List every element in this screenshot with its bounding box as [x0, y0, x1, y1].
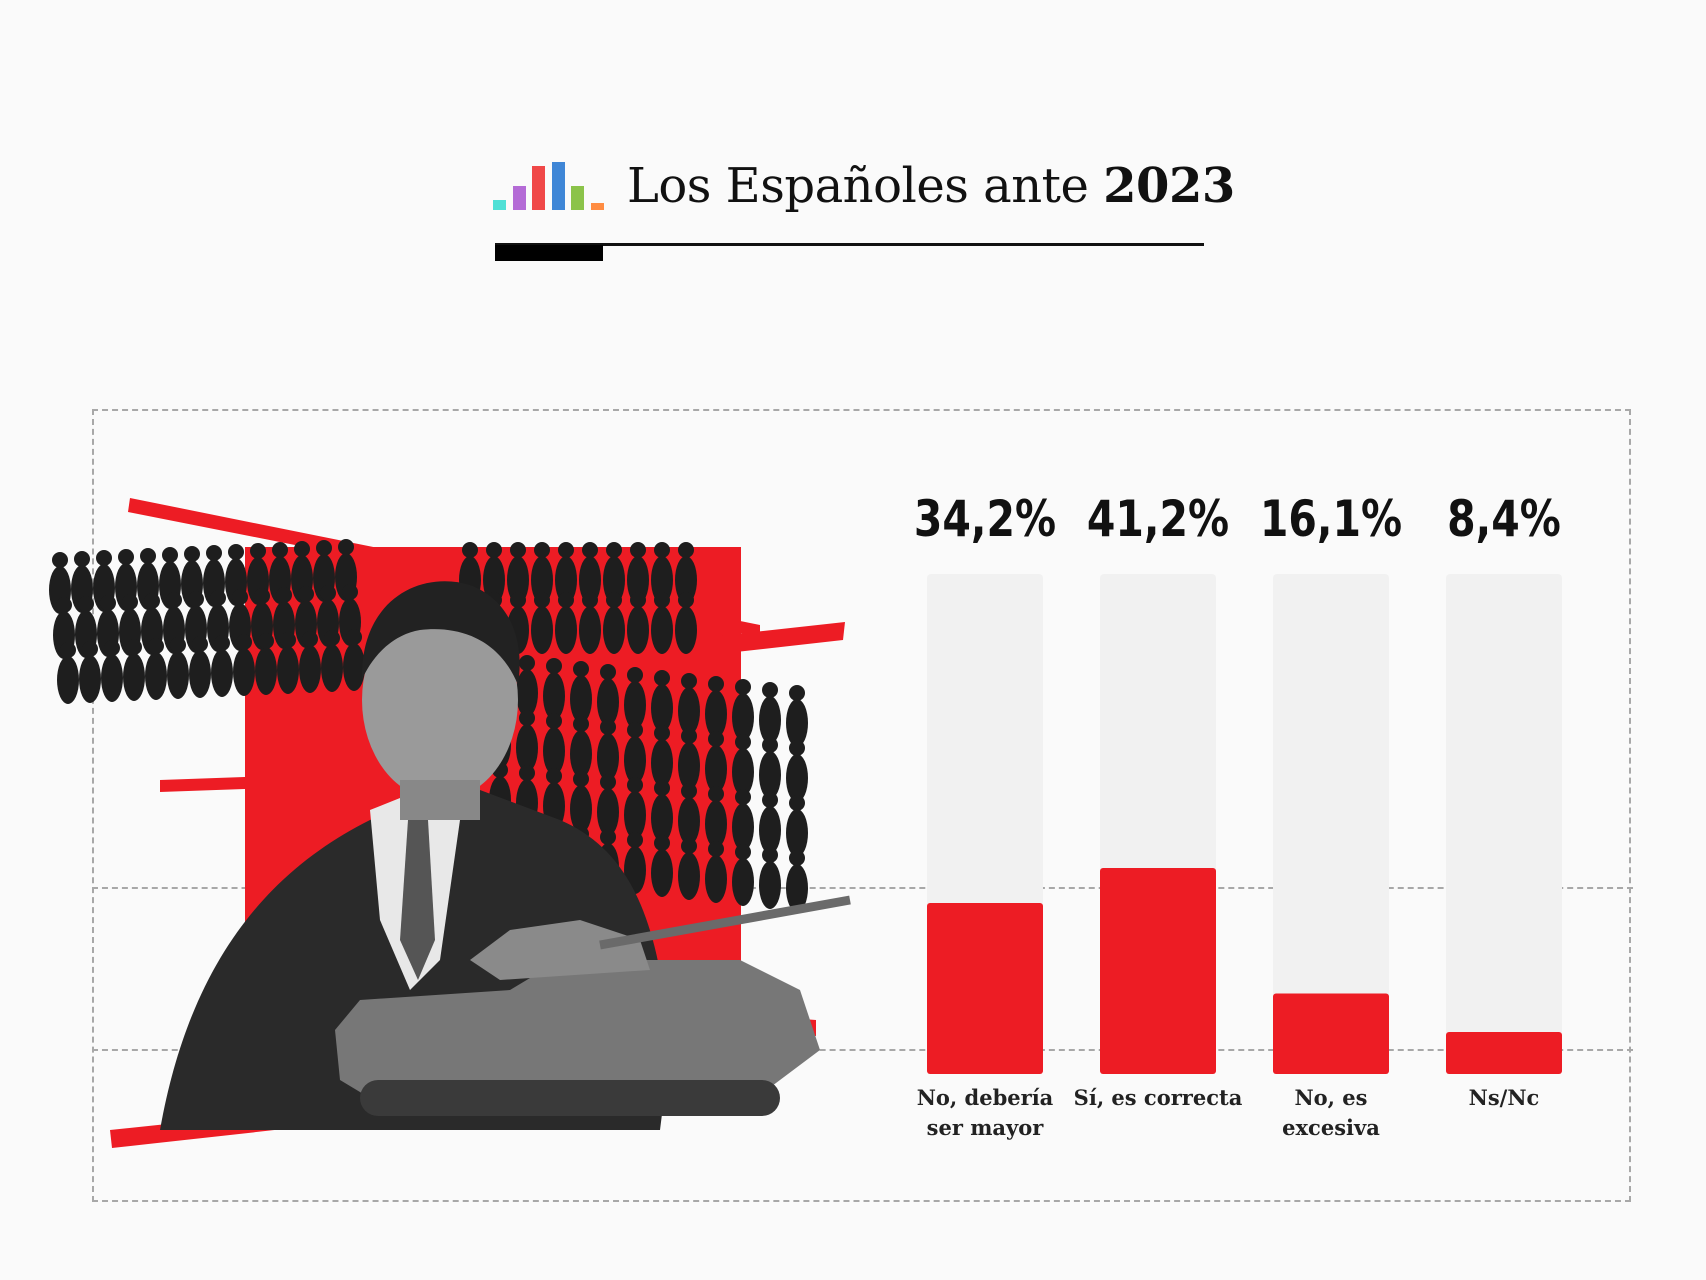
- dashed-divider: [92, 1049, 1633, 1051]
- red-stripe: [700, 622, 845, 656]
- category-label: Ns/Nc: [1469, 1085, 1540, 1110]
- bar: [927, 903, 1043, 1074]
- value-label: 8,4%: [1447, 490, 1561, 548]
- bar: [1100, 868, 1216, 1074]
- logo-bar: [571, 186, 584, 210]
- category-label: No, es: [1294, 1085, 1367, 1110]
- category-label: ser mayor: [927, 1115, 1045, 1140]
- bar-track: [1446, 574, 1562, 1074]
- category-label: excesiva: [1282, 1115, 1380, 1140]
- category-label: No, debería: [917, 1085, 1054, 1110]
- dashed-divider: [92, 887, 1633, 889]
- bar-track: [1273, 574, 1389, 1074]
- title-year: 2023: [1103, 158, 1235, 214]
- title-regular: Los Españoles ante: [627, 158, 1089, 214]
- value-label: 34,2%: [914, 490, 1056, 548]
- logo-bar: [590, 203, 604, 210]
- value-label: 41,2%: [1087, 490, 1229, 548]
- title-underline-block: [495, 245, 603, 261]
- logo-bar: [493, 200, 506, 210]
- bar: [1446, 1032, 1562, 1074]
- value-label: 16,1%: [1260, 490, 1402, 548]
- chart-frame: [92, 409, 1631, 1202]
- bar: [1273, 993, 1389, 1074]
- red-stripe: [160, 770, 440, 792]
- logo-bar: [532, 166, 545, 210]
- tank-photo: [335, 895, 851, 1116]
- category-label: Sí, es correcta: [1074, 1085, 1243, 1110]
- logo-bar: [551, 162, 565, 210]
- photo-collage: [49, 498, 851, 1148]
- logo-bar: [512, 186, 526, 210]
- title-underline: [495, 243, 1204, 246]
- page-title: Los Españoles ante 2023: [627, 158, 1235, 214]
